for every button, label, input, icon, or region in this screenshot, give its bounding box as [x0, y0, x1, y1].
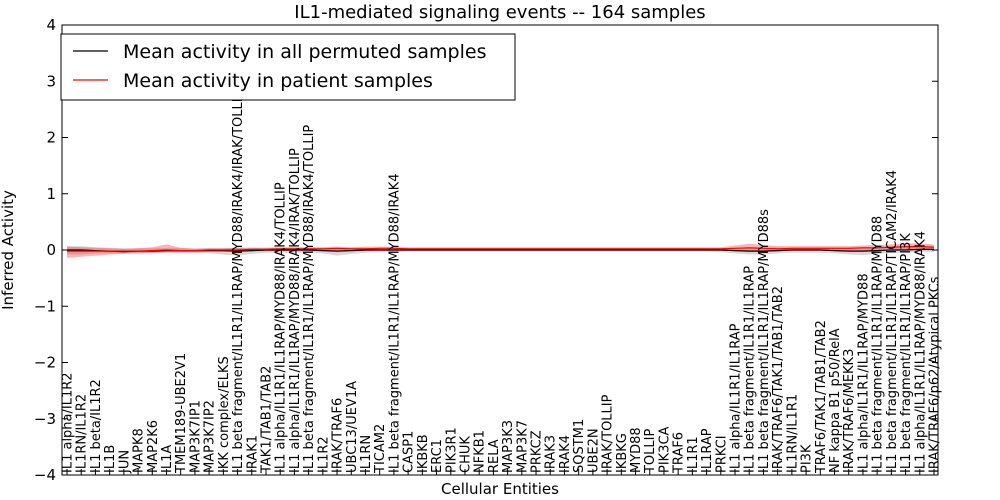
x-tick-label: IKK complex/ELKS: [217, 356, 232, 473]
x-tick-label: IL1 beta fragment/IL1R1/IL1RAP/MYD88: [871, 216, 886, 473]
x-tick-label: PI3K: [800, 444, 815, 473]
x-tick-label: MAP3K7IP2: [203, 400, 218, 473]
y-tick-labels: −4 −3 −2 −1 0 1 2 3 4: [34, 16, 56, 484]
x-tick-label: IL1 alpha/IL1R1/IL1RAP/MYD88/IRAK4/TOLLI…: [274, 182, 289, 473]
legend: Mean activity in all permuted samples Me…: [60, 33, 516, 101]
x-tick-label: TAK1/TAB1/TAB2: [259, 366, 274, 474]
x-tick-label: IRAK1: [245, 435, 260, 473]
x-tick-label: IL1 alpha/IL1R1/IL1RAP/MYD88/IRAK4: [913, 231, 928, 473]
x-tick-label: IRAK/TRAF6/p62/Atypical PKCs: [928, 276, 943, 473]
x-tick-label: PRKCI: [714, 435, 729, 473]
x-tick-label: IL1RN/IL1R2: [75, 394, 90, 473]
x-tick-label: TOLLIP: [643, 429, 658, 474]
x-tick-label: IL1R1: [686, 436, 701, 473]
x-tick-label: CASP1: [402, 431, 417, 473]
x-tick-label: NF kappa B1 p50/RelA: [828, 328, 843, 473]
legend-label-patient: Mean activity in patient samples: [123, 70, 433, 92]
x-tick-label: IL1 beta fragment/IL1R1/IL1RAP/TICAM2/IR…: [885, 170, 900, 473]
y-tick-label: 1: [46, 185, 56, 203]
y-tick-label: 4: [46, 16, 56, 34]
x-tick-label: IL1 beta fragment/IL1R1/IL1RAP/PI3K: [899, 233, 914, 473]
x-tick-label: IKBKG: [615, 433, 630, 473]
x-tick-label: IKBKB: [416, 434, 431, 473]
x-tick-label: CHUK: [458, 436, 473, 473]
x-tick-label: MAP2K6: [146, 420, 161, 473]
y-tick-label: −2: [34, 354, 56, 372]
x-tick-label: TMEM189-UBE2V1: [174, 353, 189, 474]
x-tick-label: IRAK4: [558, 435, 573, 473]
x-tick-label: IL1RN/IL1R1: [785, 394, 800, 473]
y-axis-label: Inferred Activity: [0, 190, 17, 310]
x-tick-label: IL1 beta/IL1R2: [89, 379, 104, 473]
x-tick-label: IL1 beta fragment/IL1R1/IL1RAP/MYD88/IRA…: [231, 90, 246, 473]
x-tick-label: IL1A: [160, 445, 175, 473]
x-tick-label: IRAK/TRAF6: [331, 398, 346, 473]
chart-title: IL1-mediated signaling events -- 164 sam…: [294, 2, 705, 23]
x-tick-label: IL1 beta fragment/IL1R1/IL1RAP/MYD88/IRA…: [302, 125, 317, 473]
x-tick-label: MAP3K7IP1: [188, 400, 203, 473]
legend-label-permuted: Mean activity in all permuted samples: [123, 41, 486, 63]
x-tick-label: IRAK/TRAF6/TAK1/TAB1/TAB2: [771, 286, 786, 473]
x-tick-label: IRAK3: [544, 435, 559, 473]
x-tick-label: TRAF6/TAK1/TAB1/TAB2: [814, 320, 829, 474]
y-tick-label: −1: [34, 297, 56, 315]
x-axis-label: Cellular Entities: [441, 480, 559, 498]
x-tick-label: IL1RAP: [700, 428, 715, 473]
y-tick-label: −4: [34, 466, 56, 484]
x-tick-label: TRAF6: [672, 432, 687, 474]
y-tick-label: −3: [34, 410, 56, 428]
y-tick-label: 0: [46, 241, 56, 259]
x-tick-label: SQSTM1: [572, 419, 587, 473]
series-lines: [67, 246, 935, 253]
line-patient: [67, 246, 935, 252]
x-tick-label: IL1R2: [316, 436, 331, 473]
x-tick-label: UBE2N: [586, 428, 601, 473]
x-tick-label: IRAK/TRAF6/MEKK3: [842, 349, 857, 473]
x-tick-label: MAP3K3: [501, 420, 516, 473]
x-tick-label: IL1 alpha/IL1R2: [61, 372, 76, 473]
x-tick-label: IL1 alpha/IL1R1/IL1RAP/MYD88: [856, 273, 871, 473]
x-tick-label: IL1 beta fragment/IL1R1/IL1RAP/MYD88/IRA…: [387, 173, 402, 473]
x-tick-label: TICAM2: [373, 424, 388, 474]
x-tick-label: JUN: [117, 450, 132, 474]
y-tick-label: 2: [46, 129, 56, 147]
legend-box: [60, 33, 516, 101]
x-tick-label: IRAK/TOLLIP: [601, 394, 616, 473]
x-tick-label: IL1B: [103, 445, 118, 473]
x-tick-label: ERC1: [430, 439, 445, 473]
x-tick-label: NFKB1: [473, 430, 488, 473]
x-tick-label: PRKCZ: [530, 430, 545, 473]
x-tick-label: RELA: [487, 439, 502, 473]
x-tick-label: MYD88: [629, 427, 644, 473]
plot-frame: [61, 24, 939, 476]
x-tick-label: IL1 alpha/IL1R1/IL1RAP: [729, 323, 744, 473]
x-tick-label: MAPK8: [132, 428, 147, 473]
y-tick-label: 3: [46, 72, 56, 90]
x-tick-label: IL1 alpha/IL1R1/IL1RAP/MYD88/IRAK4/IRAK/…: [288, 148, 303, 473]
x-tick-label: IL1 beta fragment/IL1R1/IL1RAP: [743, 266, 758, 473]
x-tick-label: IL1RN: [359, 435, 374, 473]
x-tick-label: PIK3CA: [657, 426, 672, 473]
x-tick-label: UBC13/UEV1A: [345, 381, 360, 473]
x-tick-label: IL1 beta fragment/IL1R1/IL1RAP/MYD88s: [757, 209, 772, 473]
x-tick-labels: IL1 alpha/IL1R2 IL1RN/IL1R2 IL1 beta/IL1R2…: [61, 90, 943, 474]
x-tick-label: MAP3K7: [515, 420, 530, 473]
x-tick-label: PIK3R1: [444, 427, 459, 473]
